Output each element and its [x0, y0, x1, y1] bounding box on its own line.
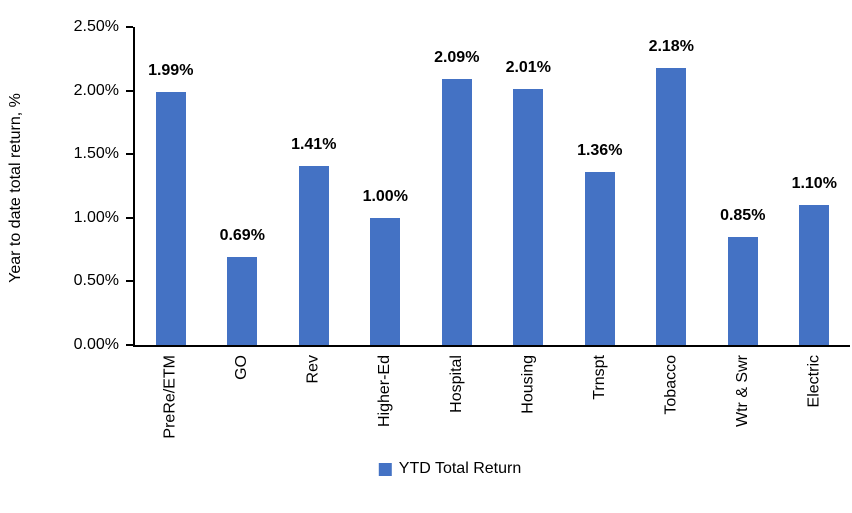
y-tick-label: 0.00%	[73, 336, 119, 353]
x-tick-label: Trnspt	[590, 355, 608, 400]
value-label: 1.41%	[291, 135, 337, 153]
x-tick-label: Wtr & Swr	[733, 355, 751, 427]
x-tick-label: Higher-Ed	[376, 355, 394, 428]
legend-swatch-icon	[378, 462, 392, 476]
y-tick-mark	[126, 153, 133, 156]
value-label: 1.36%	[577, 142, 623, 159]
y-tick-label: 2.50%	[73, 18, 119, 35]
value-label: 2.18%	[648, 37, 694, 55]
bar-tobacco	[656, 67, 687, 345]
x-tick-label: Electric	[805, 355, 823, 408]
x-tick-label: PreRe/ETM	[161, 355, 179, 439]
y-tick-mark	[126, 89, 133, 92]
value-label: 1.00%	[362, 187, 408, 205]
bar-go	[227, 257, 258, 345]
bar-housing	[513, 89, 544, 345]
value-label: 2.01%	[505, 59, 551, 77]
y-tick-label: 1.00%	[73, 208, 119, 226]
value-label: 1.99%	[148, 61, 194, 79]
value-label: 0.69%	[219, 227, 265, 245]
y-tick-label: 2.00%	[73, 81, 119, 99]
value-label: 1.10%	[791, 175, 837, 193]
bar-wtr-swr	[727, 236, 758, 345]
bar-higher-ed	[370, 217, 401, 345]
bar-hospital	[441, 79, 472, 345]
value-label: 2.09%	[434, 49, 480, 67]
y-tick-mark	[126, 344, 133, 346]
bar-prere-etm	[155, 91, 186, 345]
bar-rev	[298, 165, 329, 345]
bar-trnspt	[584, 172, 615, 345]
y-axis-title: Year to date total return, %	[7, 93, 24, 283]
y-tick-label: 1.50%	[73, 145, 119, 163]
x-tick-label: Hospital	[447, 355, 465, 413]
y-tick-mark	[126, 26, 133, 28]
x-tick-label: Rev	[304, 355, 322, 384]
y-tick-label: 0.50%	[73, 272, 119, 290]
y-tick-mark	[126, 216, 133, 219]
y-tick-mark	[126, 280, 133, 283]
x-tick-label: Housing	[519, 355, 537, 414]
legend: YTD Total Return	[378, 460, 522, 478]
y-axis-line	[133, 27, 135, 347]
legend-label: YTD Total Return	[398, 460, 522, 477]
value-label: 0.85%	[720, 206, 766, 224]
x-axis-line	[133, 345, 850, 347]
bar-electric	[799, 205, 830, 345]
x-tick-label: Tobacco	[662, 355, 680, 415]
x-tick-label: GO	[233, 355, 251, 380]
